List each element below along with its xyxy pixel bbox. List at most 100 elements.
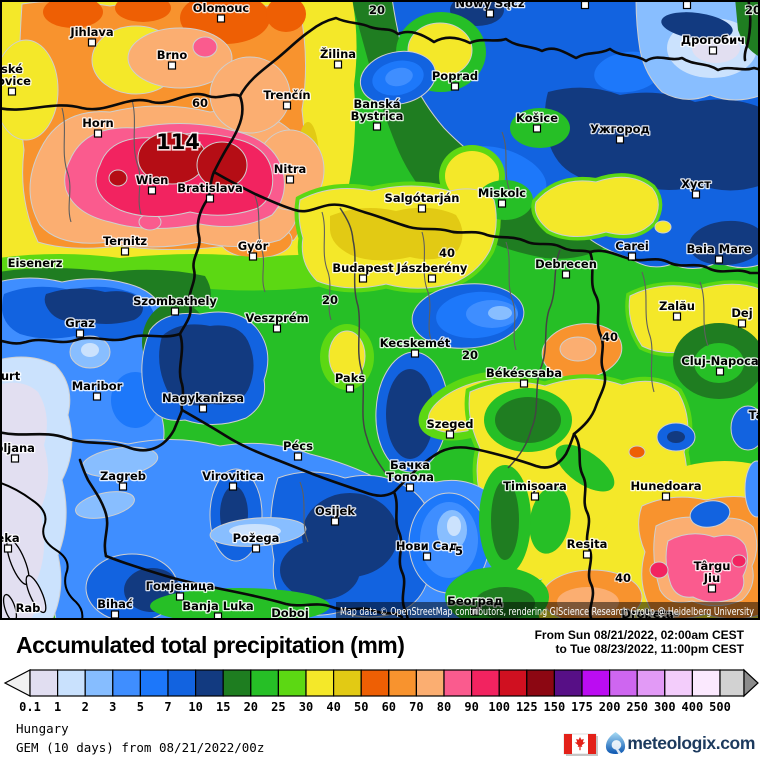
svg-text:Târgu: Târgu bbox=[694, 559, 731, 573]
svg-text:Požega: Požega bbox=[233, 531, 280, 545]
city-label: Žilina bbox=[319, 45, 357, 69]
city-label: Veszprém bbox=[244, 310, 310, 333]
city-marker bbox=[205, 194, 215, 203]
legend-panel: Accumulated total precipitation (mm) Fro… bbox=[0, 620, 760, 760]
city-marker bbox=[147, 186, 157, 195]
contour-label: 20 bbox=[462, 348, 478, 362]
city-label: Miskolc bbox=[477, 185, 528, 208]
scale-cell bbox=[167, 669, 197, 697]
scale-tick-label: 0.1 bbox=[19, 700, 41, 714]
svg-text:Топола: Топола bbox=[386, 470, 434, 484]
city-marker bbox=[405, 483, 415, 492]
city-marker bbox=[707, 584, 717, 593]
city-marker bbox=[532, 124, 542, 133]
brand-name[interactable]: meteologix.com bbox=[627, 732, 755, 753]
city-marker bbox=[228, 482, 238, 491]
svg-text:Bihać: Bihać bbox=[97, 597, 133, 611]
region-label: Hungary bbox=[16, 721, 69, 736]
svg-text:Salgótarján: Salgótarján bbox=[385, 191, 460, 205]
scale-cell bbox=[29, 669, 59, 697]
svg-text:Carei: Carei bbox=[615, 239, 649, 253]
scale-tick-label: 500 bbox=[709, 700, 731, 714]
scale-tick-label: 90 bbox=[464, 700, 478, 714]
scale-tick-label: 5 bbox=[137, 700, 144, 714]
city-label: Ужгород bbox=[589, 121, 651, 144]
svg-text:Nitra: Nitra bbox=[274, 162, 307, 176]
city-label: Timișoara bbox=[502, 478, 568, 501]
svg-text:Osijek: Osijek bbox=[315, 504, 355, 518]
color-scale: 0.1 1 2 3 5 7 10 15 20 25 30 40 50 60 70 80 90 100 125 150 1… bbox=[3, 668, 759, 714]
scale-cell bbox=[443, 669, 473, 697]
city-marker bbox=[682, 0, 692, 10]
city-label: Bratislava bbox=[176, 180, 244, 203]
city-label: Paks bbox=[334, 370, 367, 393]
city-marker bbox=[272, 324, 282, 333]
contour-label: 20 bbox=[369, 3, 385, 17]
city-marker bbox=[714, 255, 724, 264]
city-label: Nowy Sącz bbox=[454, 0, 526, 18]
precipitation-map[interactable]: Jihlava Olomouc Brno Trenčín Žilina Horn Wien B… bbox=[0, 0, 760, 627]
map-attribution: Map data © OpenStreetMap contributors, r… bbox=[336, 602, 760, 620]
city-label: Osijek bbox=[314, 503, 357, 526]
svg-text:eka: eka bbox=[0, 531, 20, 545]
city-label: Dej bbox=[730, 305, 754, 328]
city-marker bbox=[627, 252, 637, 261]
scale-tick-label: 125 bbox=[516, 700, 538, 714]
svg-text:Нови Сад: Нови Сад bbox=[396, 539, 458, 553]
svg-text:Jászberény: Jászberény bbox=[396, 261, 468, 275]
city-label: Хуст bbox=[680, 176, 713, 199]
scale-tick-label: 150 bbox=[544, 700, 566, 714]
city-marker bbox=[715, 367, 725, 376]
city-label: eka bbox=[0, 530, 21, 553]
svg-text:Nowy Sącz: Nowy Sącz bbox=[455, 0, 525, 10]
city-marker bbox=[198, 404, 208, 413]
svg-text:pljana: pljana bbox=[0, 441, 35, 455]
scale-cell bbox=[305, 669, 335, 697]
city-marker bbox=[170, 307, 180, 316]
svg-text:Jiu: Jiu bbox=[703, 571, 720, 585]
city-marker bbox=[175, 592, 185, 601]
scale-tick-label: 200 bbox=[599, 700, 621, 714]
scale-cell bbox=[112, 669, 142, 697]
city-label: Nitra bbox=[272, 161, 308, 184]
city-label: Brno bbox=[155, 47, 189, 70]
svg-text:Dej: Dej bbox=[731, 306, 752, 320]
svg-text:Хуст: Хуст bbox=[681, 177, 711, 191]
contour-label: 60 bbox=[192, 96, 208, 110]
city-marker bbox=[417, 204, 427, 213]
svg-text:Banja Luka: Banja Luka bbox=[182, 599, 253, 613]
scale-cell bbox=[277, 669, 307, 697]
svg-text:Ужгород: Ужгород bbox=[590, 122, 650, 136]
city-marker bbox=[615, 135, 625, 144]
scale-tick-label: 250 bbox=[626, 700, 648, 714]
svg-text:Košice: Košice bbox=[516, 111, 558, 125]
svg-text:Дрогобич: Дрогобич bbox=[681, 33, 745, 47]
attribution-text: Map data © OpenStreetMap contributors, r… bbox=[340, 606, 754, 618]
svg-text:Bystrica: Bystrica bbox=[351, 109, 404, 123]
city-label: Ternitz bbox=[102, 233, 149, 256]
scale-cell bbox=[526, 669, 555, 697]
city-marker bbox=[708, 46, 718, 55]
scale-cell bbox=[360, 669, 390, 697]
city-marker bbox=[497, 199, 507, 208]
meteologix-logo-icon bbox=[606, 731, 626, 754]
scale-tick-label: 10 bbox=[188, 700, 202, 714]
city-label: Resita bbox=[565, 536, 609, 559]
city-marker bbox=[167, 61, 177, 70]
model-run-label: GEM (10 days) from 08/21/2022/00z bbox=[16, 740, 265, 755]
city-marker bbox=[358, 274, 368, 283]
map-frame bbox=[0, 0, 760, 620]
svg-text:Bratislava: Bratislava bbox=[177, 181, 242, 195]
scale-tick-label: 20 bbox=[244, 700, 258, 714]
city-marker bbox=[216, 14, 226, 23]
city-label: Doboj bbox=[270, 605, 310, 622]
svg-text:Békéscsaba: Békéscsaba bbox=[486, 366, 562, 380]
city-label: Hunedoara bbox=[629, 478, 703, 501]
svg-text:Banská: Banská bbox=[354, 97, 401, 111]
scale-arrow-right bbox=[743, 668, 759, 698]
svg-text:ské: ské bbox=[1, 62, 23, 76]
scale-cell bbox=[498, 669, 528, 697]
city-marker bbox=[248, 252, 258, 261]
